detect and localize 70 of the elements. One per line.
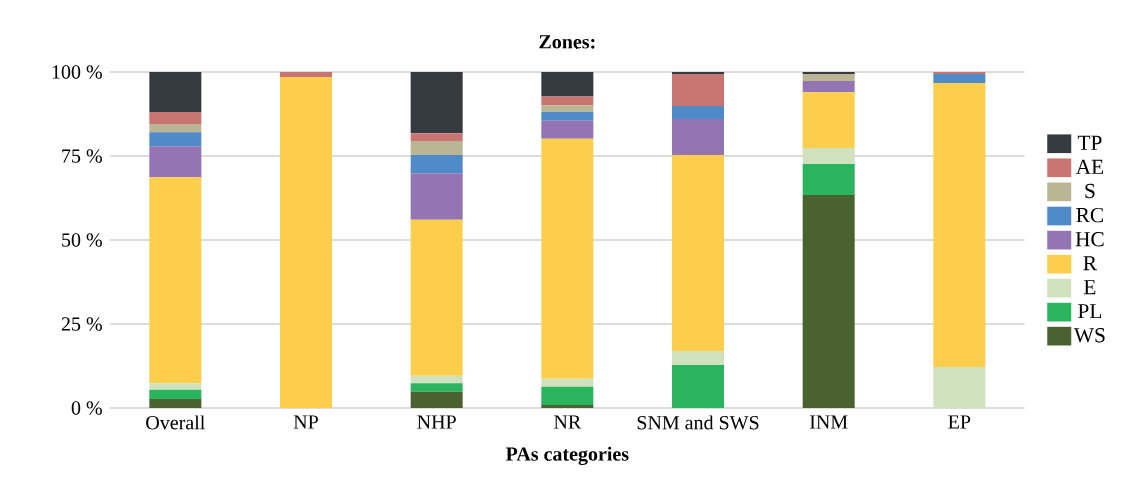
- bar: [541, 111, 594, 121]
- bar: [802, 92, 855, 148]
- bar: [672, 350, 725, 365]
- legend-label: HC: [1075, 232, 1104, 247]
- bar: [802, 72, 855, 75]
- bar: [541, 120, 594, 139]
- bar: [672, 72, 725, 75]
- y-tick-label: 0 %: [71, 401, 102, 415]
- bar: [933, 72, 986, 75]
- bar: [672, 154, 725, 351]
- bar: [672, 119, 725, 155]
- x-tick-label: INM: [809, 415, 848, 429]
- legend-label: TP: [1077, 135, 1102, 150]
- x-tick-label: Overall: [146, 415, 205, 430]
- bar: [802, 81, 855, 93]
- bar: [802, 164, 855, 195]
- bar: [149, 146, 202, 178]
- bar: [410, 383, 463, 392]
- x-tick-label: NR: [554, 415, 582, 429]
- x-axis-title: PAs categories: [505, 446, 629, 465]
- bar: [410, 173, 463, 220]
- legend-label: S: [1085, 183, 1095, 199]
- legend-label: R: [1083, 256, 1097, 271]
- bar: [541, 386, 594, 405]
- bar: [672, 364, 725, 408]
- bar: [149, 111, 202, 125]
- bar: [410, 133, 463, 141]
- y-tick-label: 75 %: [62, 149, 102, 163]
- bar: [149, 383, 202, 390]
- bar: [933, 367, 986, 408]
- bar: [280, 77, 333, 408]
- y-tick-label: 100 %: [52, 65, 102, 79]
- bar: [149, 132, 202, 147]
- x-tick-label: NP: [293, 415, 318, 429]
- legend-label: RC: [1076, 207, 1103, 223]
- bar: [410, 219, 463, 376]
- bar: [410, 375, 463, 384]
- y-tick-label: 50 %: [62, 233, 102, 247]
- bar: [933, 83, 986, 368]
- legend-label: PL: [1078, 304, 1102, 319]
- bar: [672, 105, 725, 120]
- bar: [541, 72, 594, 97]
- bar: [541, 138, 594, 379]
- bar: [672, 74, 725, 106]
- bar: [410, 391, 463, 408]
- x-tick-label: SNM and SWS: [637, 415, 759, 430]
- bar: [149, 398, 202, 408]
- bar: [541, 378, 594, 387]
- bar: [149, 389, 202, 399]
- bar: [410, 72, 463, 134]
- bar: [802, 194, 855, 408]
- bar: [541, 105, 594, 112]
- legend-label: WS: [1073, 328, 1105, 343]
- x-tick-label: EP: [948, 415, 971, 429]
- bar: [802, 74, 855, 82]
- bar: [280, 72, 333, 78]
- bar: [802, 147, 855, 165]
- bar: [149, 124, 202, 133]
- bar: [541, 404, 594, 408]
- y-tick-label: 25 %: [61, 317, 102, 331]
- bar: [410, 154, 463, 174]
- legend-label: AE: [1075, 159, 1104, 174]
- legend-label: E: [1084, 280, 1096, 295]
- bar: [410, 140, 463, 155]
- bar: [149, 177, 202, 384]
- chart-title: Zones:: [539, 35, 595, 49]
- bar: [933, 74, 986, 84]
- bar: [541, 96, 594, 106]
- bar: [149, 72, 202, 112]
- x-tick-label: NHP: [417, 415, 456, 429]
